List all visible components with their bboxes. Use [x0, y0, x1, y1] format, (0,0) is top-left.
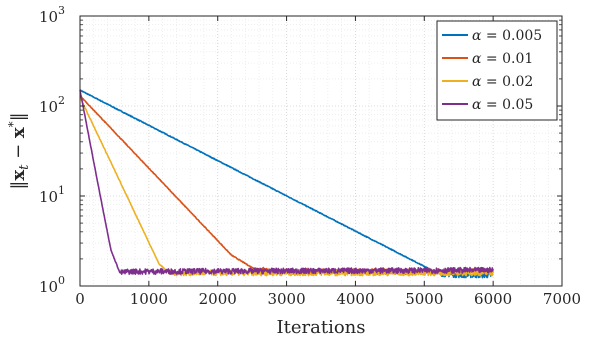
legend-entry: α = 0.05	[472, 97, 533, 113]
x-tick-label: 7000	[543, 290, 581, 308]
legend: α = 0.005 α = 0.01 α = 0.02 α = 0.05	[436, 20, 558, 121]
minor-grid	[80, 16, 562, 286]
x-tick-labels: 0 1000 2000 3000 4000 5000 6000 7000	[75, 290, 581, 308]
y-tick-label: 103	[39, 4, 65, 26]
y-axis-label-text: ‖xt − x*‖	[6, 112, 32, 189]
x-tick-label: 0	[75, 290, 85, 308]
x-tick-label: 3000	[267, 290, 305, 308]
ticks	[79, 15, 563, 287]
y-tick-label: 102	[39, 94, 65, 116]
x-axis-label: Iterations	[277, 317, 366, 338]
x-tick-label: 2000	[199, 290, 237, 308]
series-line	[79, 89, 494, 279]
series-layer	[79, 89, 494, 279]
legend-entry: α = 0.02	[472, 74, 533, 90]
y-axis-label: ‖xt − x*‖	[6, 112, 32, 189]
x-tick-label: 1000	[130, 290, 168, 308]
x-tick-label: 5000	[405, 290, 443, 308]
plot-frame	[79, 15, 563, 287]
x-tick-label: 4000	[336, 290, 374, 308]
x-tick-label: 6000	[474, 290, 512, 308]
series-line	[79, 90, 494, 276]
legend-entry: α = 0.01	[472, 51, 533, 67]
legend-entry: α = 0.005	[472, 28, 542, 44]
y-tick-label: 100	[39, 274, 65, 296]
y-tick-labels: 100 101 102 103	[39, 4, 65, 296]
y-tick-label: 101	[39, 184, 65, 206]
